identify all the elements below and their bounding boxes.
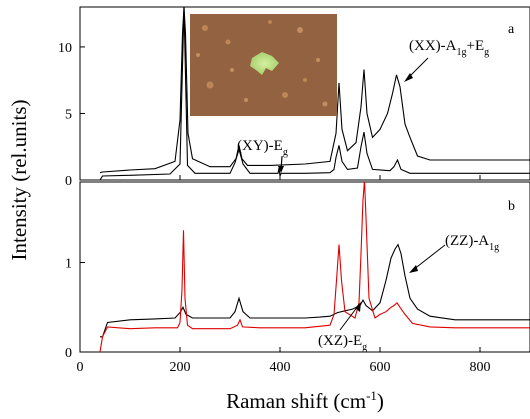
panel-b-x-tick-label: 800	[470, 360, 491, 375]
panel-b-ticks: 0 200 400 600 800 0 1	[65, 257, 491, 375]
panel-b-letter: b	[508, 199, 515, 214]
panel-b-y-tick-label: 0	[65, 346, 72, 361]
panel-a-frame	[79, 6, 530, 181]
panel-b-series-2-line	[99, 182, 530, 352]
panel-b-series-1-line	[100, 243, 530, 338]
annotation-xz-arrowhead	[355, 302, 361, 312]
annotation-xx-arrowhead	[404, 73, 413, 82]
panel-a-series-2-line	[99, 7, 530, 180]
annotation-xz-eg: (XZ)-Eg	[318, 333, 367, 353]
annotation-xx-a1g-eg: (XX)-A1g+Eg	[409, 38, 489, 58]
annotation-zz-arrow	[412, 244, 446, 271]
inset-micrograph-image	[190, 14, 337, 116]
panel-b-x-tick-label: 600	[370, 360, 391, 375]
panel-a-y-tick-label: 5	[65, 107, 72, 122]
panel-b-series	[99, 182, 530, 352]
panel-a-ticks: 0 5 10	[58, 41, 481, 189]
panel-b-x-tick-label: 400	[270, 360, 291, 375]
panel-a-series	[99, 7, 530, 180]
x-axis-title: Raman shift (cm-1)	[226, 388, 384, 413]
y-axis-title: Intensity (rel.units)	[7, 100, 31, 261]
panel-b-y-tick-label: 1	[65, 257, 72, 272]
annotation-zz-a1g: (ZZ)-A1g	[445, 233, 499, 253]
annotation-xx-arrow	[407, 57, 429, 79]
panel-a-y-tick-label: 0	[65, 174, 72, 189]
annotation-xz-arrow	[339, 305, 359, 331]
annotation-xy-eg: (XY)-Eg	[237, 138, 288, 158]
panel-b-x-tick-label: 200	[170, 360, 191, 375]
annotation-zz-arrowhead	[409, 265, 418, 273]
panel-a-y-tick-label: 10	[58, 41, 72, 56]
panel-b-frame	[79, 181, 530, 353]
annotation-xy-arrowhead	[278, 166, 284, 173]
panel-b-x-tick-label: 0	[77, 360, 84, 375]
panel-a-letter: a	[508, 22, 515, 37]
